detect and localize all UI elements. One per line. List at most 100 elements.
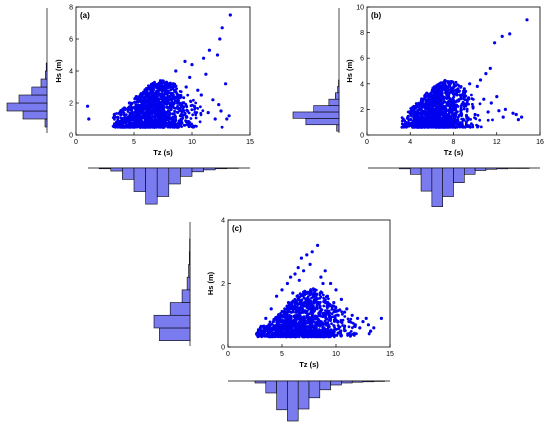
scatter-point xyxy=(152,119,155,122)
scatter-point xyxy=(279,333,283,337)
scatter-point xyxy=(495,95,499,99)
scatter-point xyxy=(309,300,313,303)
scatter-point xyxy=(168,103,172,106)
scatter-point xyxy=(406,116,409,119)
scatter-point xyxy=(164,89,167,92)
scatter-point xyxy=(337,331,340,335)
scatter-point xyxy=(446,93,450,97)
scatter-point xyxy=(141,101,145,105)
scatter-point xyxy=(278,332,281,335)
scatter-point xyxy=(163,92,167,95)
scatter-point xyxy=(419,107,423,111)
scatter-point xyxy=(327,304,331,308)
scatter-point xyxy=(309,331,313,334)
scatter-point xyxy=(142,112,145,115)
scatter-point xyxy=(190,108,194,112)
scatter-point xyxy=(148,115,151,119)
scatter-point xyxy=(173,88,177,92)
scatter-point xyxy=(151,82,155,86)
hist-y-bar xyxy=(6,102,48,112)
panel-c: 0 5 10 15 0 2 4 Tz (s) Hs (m) (c) xyxy=(153,218,394,422)
scatter-point xyxy=(323,319,327,323)
scatter-point xyxy=(451,92,456,96)
hist-y-bar xyxy=(153,314,191,329)
hist-x-bar xyxy=(409,167,422,175)
scatter-point xyxy=(202,56,206,60)
scatter-point xyxy=(179,109,183,113)
scatter-point xyxy=(264,316,268,320)
hist-x-bar xyxy=(254,380,267,384)
scatter-point xyxy=(369,329,373,333)
scatter-point xyxy=(417,119,421,123)
hist-x-bar xyxy=(442,167,454,197)
scatter-point xyxy=(443,122,447,126)
hist-y-bar xyxy=(44,118,48,128)
scatter-point xyxy=(330,334,334,337)
hist-x-bar xyxy=(203,167,216,171)
scatter-point xyxy=(307,301,310,304)
scatter-point xyxy=(448,81,452,85)
scatter-point xyxy=(471,98,475,101)
scatter-point xyxy=(482,97,486,101)
scatter-point xyxy=(438,110,443,114)
scatter-point xyxy=(261,329,265,333)
scatter-point xyxy=(312,288,316,292)
scatter-point xyxy=(424,122,427,126)
scatter-point xyxy=(312,314,316,318)
scatter-point xyxy=(178,121,182,124)
scatter-point xyxy=(414,123,418,127)
scatter-point xyxy=(161,95,165,99)
scatter-point xyxy=(340,310,343,314)
scatter-point xyxy=(161,100,165,104)
scatter-point xyxy=(432,115,436,119)
scatter-point xyxy=(158,106,161,110)
scatter-point xyxy=(300,298,304,302)
scatter-point xyxy=(263,328,267,332)
scatter-point xyxy=(408,118,412,122)
scatter-point xyxy=(220,26,224,30)
scatter-point xyxy=(439,88,443,92)
scatter-point xyxy=(287,310,290,314)
scatter-point xyxy=(345,307,349,311)
scatter-point xyxy=(328,314,331,318)
scatter-point xyxy=(332,301,336,305)
scatter-point xyxy=(457,115,460,119)
scatter-point xyxy=(187,111,191,115)
scatter-point xyxy=(204,72,208,76)
scatter-point xyxy=(144,90,148,94)
scatter-point xyxy=(171,118,175,122)
scatter-point xyxy=(199,93,203,97)
scatter-point xyxy=(190,122,194,126)
scatter-point xyxy=(304,328,308,331)
panel-label: (b) xyxy=(371,11,382,20)
y-tick-label: 8 xyxy=(69,5,73,12)
scatter-point xyxy=(149,89,153,92)
scatter-point xyxy=(161,104,165,108)
scatter-point xyxy=(153,85,157,89)
scatter-point xyxy=(325,294,329,298)
scatter-point xyxy=(323,334,327,338)
scatter-point xyxy=(444,84,448,88)
scatter-point xyxy=(282,310,286,314)
scatter-point xyxy=(464,104,468,108)
scatter-point xyxy=(429,123,433,127)
scatter-point xyxy=(299,256,303,260)
scatter-point xyxy=(332,310,336,314)
y-tick-label: 4 xyxy=(221,218,225,225)
scatter-point xyxy=(412,125,415,129)
scatter-point xyxy=(299,294,303,298)
scatter-point xyxy=(468,82,472,86)
scatter-point xyxy=(174,69,178,73)
scatter-point xyxy=(433,93,436,96)
scatter-point xyxy=(302,333,306,336)
scatter-point xyxy=(199,111,203,115)
scatter-point xyxy=(425,120,429,124)
scatter-point xyxy=(118,122,122,126)
scatter-point xyxy=(437,94,441,98)
scatter-point xyxy=(297,307,301,311)
scatter-point xyxy=(217,103,221,107)
hist-y-bar xyxy=(305,118,340,126)
scatter-point xyxy=(157,88,160,92)
scatter-point xyxy=(338,325,342,329)
scatter-point xyxy=(403,123,407,127)
